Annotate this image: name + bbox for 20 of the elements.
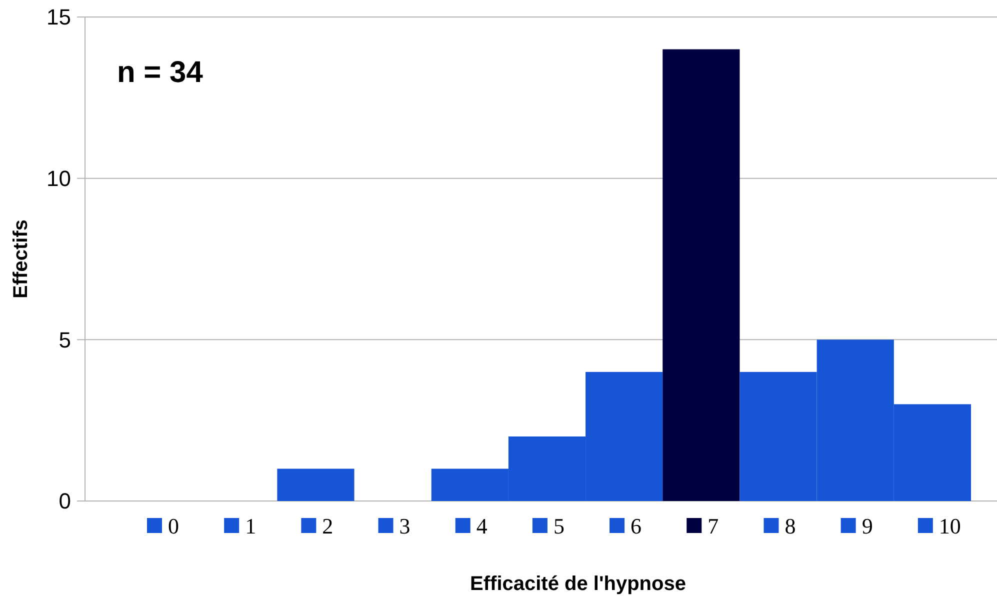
annotation: n = 34: [117, 56, 204, 89]
x-tick-label: 8: [784, 514, 796, 539]
x-tick-label: 9: [862, 514, 873, 539]
x-tick-label: 10: [938, 514, 961, 539]
x-tick-label: 2: [322, 514, 334, 539]
y-tick-label: 10: [46, 166, 71, 192]
bar: [662, 49, 740, 501]
bar: [277, 468, 354, 501]
x-tick-label: 1: [245, 514, 256, 539]
x-tick-label: 0: [168, 514, 179, 539]
x-tick-label: 6: [630, 514, 642, 539]
x-tick-label: 7: [708, 514, 719, 539]
y-tick-label: 15: [46, 4, 71, 30]
x-tick-label: 5: [553, 514, 564, 539]
x-tick-label: 3: [399, 514, 410, 539]
x-tick-label: 4: [476, 514, 488, 539]
y-tick-label: 0: [58, 488, 71, 514]
x-axis-title: Efficacité de l'hypnose: [470, 573, 686, 595]
y-axis-title: Effectifs: [10, 220, 32, 298]
y-tick-label: 5: [58, 327, 71, 352]
